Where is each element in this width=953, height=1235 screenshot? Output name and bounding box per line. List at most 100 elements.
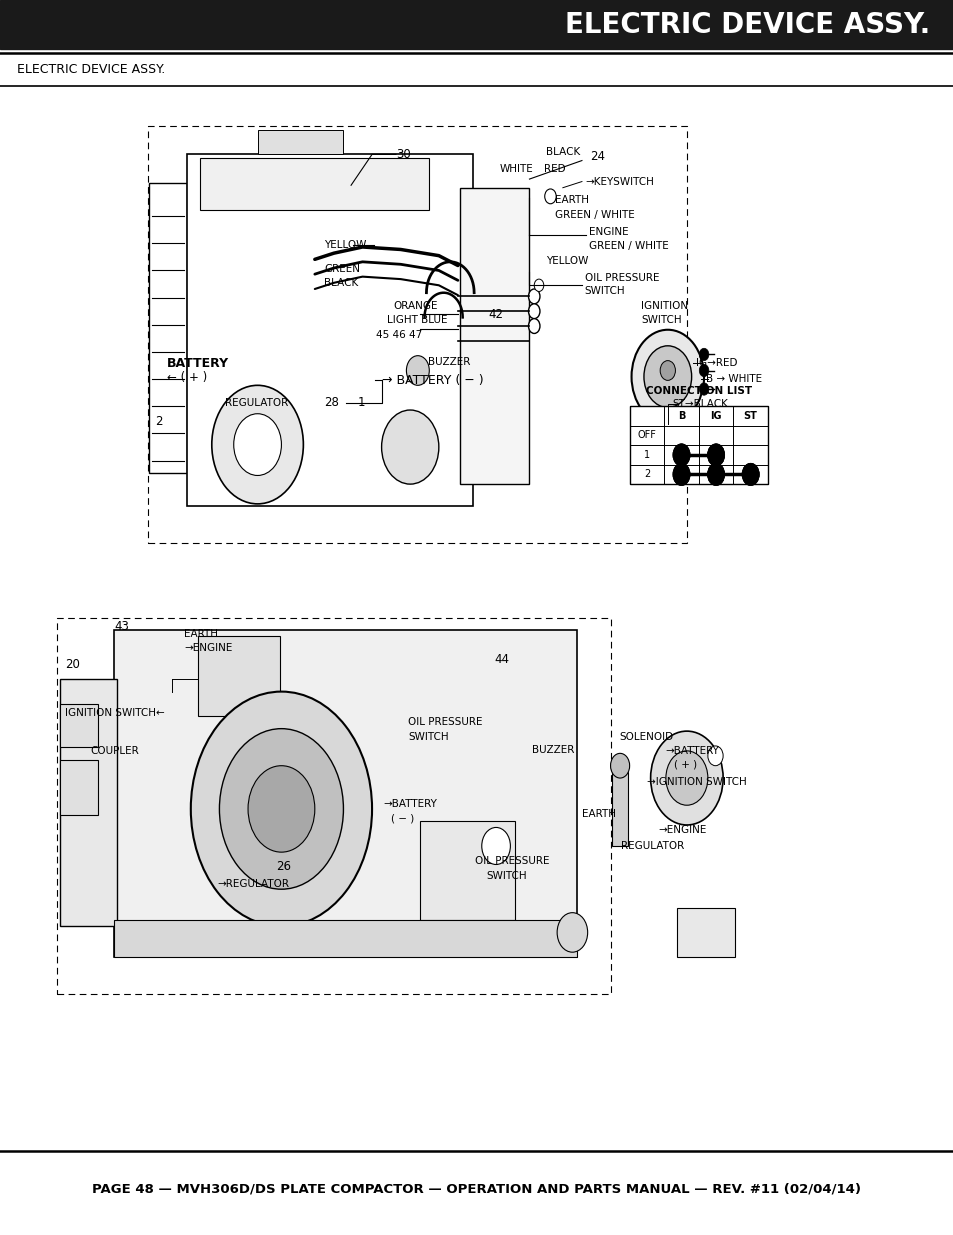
Text: ( − ): ( − ) [391, 814, 414, 824]
Text: BUZZER: BUZZER [532, 745, 574, 755]
Text: 45 46 47: 45 46 47 [375, 330, 421, 340]
Bar [198, 636, 279, 716]
Bar [149, 183, 187, 473]
Bar [60, 679, 117, 926]
Circle shape [528, 319, 539, 333]
Circle shape [699, 364, 708, 377]
Text: ST→BLACK: ST→BLACK [672, 399, 728, 409]
Circle shape [707, 443, 724, 466]
Circle shape [699, 383, 708, 395]
Circle shape [707, 463, 724, 485]
Text: GREEN / WHITE: GREEN / WHITE [588, 241, 668, 251]
Circle shape [672, 443, 689, 466]
Bar [148, 126, 686, 543]
Circle shape [528, 289, 539, 304]
Text: 1: 1 [357, 396, 365, 409]
Bar [0, 0, 953, 49]
Text: ORANGE: ORANGE [393, 301, 437, 311]
Circle shape [699, 348, 708, 361]
Bar [459, 188, 529, 484]
Circle shape [610, 753, 629, 778]
Text: 2: 2 [155, 415, 163, 427]
Circle shape [481, 827, 510, 864]
Circle shape [672, 463, 689, 485]
Circle shape [672, 463, 689, 485]
Text: →IGNITION SWITCH: →IGNITION SWITCH [646, 777, 746, 787]
Text: SWITCH: SWITCH [584, 287, 625, 296]
Text: SWITCH: SWITCH [640, 315, 681, 325]
Text: →BATTERY: →BATTERY [383, 799, 436, 809]
Text: ELECTRIC DEVICE ASSY.: ELECTRIC DEVICE ASSY. [17, 63, 165, 75]
Text: PAGE 48 — MVH306D/DS PLATE COMPACTOR — OPERATION AND PARTS MANUAL — REV. #11 (02: PAGE 48 — MVH306D/DS PLATE COMPACTOR — O… [92, 1183, 861, 1195]
Bar [629, 406, 767, 484]
Text: 24: 24 [590, 151, 605, 163]
Text: SOLENOID: SOLENOID [618, 732, 673, 742]
Text: GREEN / WHITE: GREEN / WHITE [555, 210, 635, 220]
Text: OIL PRESSURE: OIL PRESSURE [408, 718, 482, 727]
Text: SWITCH: SWITCH [408, 732, 449, 742]
Text: REGULATOR: REGULATOR [225, 398, 288, 408]
Text: ST: ST [743, 411, 757, 421]
Text: EARTH: EARTH [555, 195, 589, 205]
Text: OFF: OFF [637, 431, 656, 441]
Circle shape [219, 729, 343, 889]
Text: →ENGINE: →ENGINE [658, 825, 706, 835]
Text: GREEN: GREEN [324, 264, 360, 274]
Circle shape [707, 463, 724, 485]
Text: ENGINE: ENGINE [588, 227, 628, 237]
Circle shape [631, 330, 703, 424]
Bar [60, 760, 98, 815]
Circle shape [191, 692, 372, 926]
Circle shape [381, 410, 438, 484]
Text: 43: 43 [114, 620, 130, 632]
Text: WHITE: WHITE [499, 164, 533, 174]
Circle shape [741, 463, 759, 485]
Circle shape [233, 414, 281, 475]
Text: 2: 2 [643, 469, 649, 479]
Text: IG→RED: IG→RED [696, 358, 738, 368]
Text: 30: 30 [395, 148, 410, 161]
Circle shape [707, 443, 724, 466]
Text: B: B [678, 411, 684, 421]
Bar [677, 908, 734, 957]
Bar [187, 154, 473, 506]
Bar [114, 630, 577, 957]
Circle shape [650, 731, 722, 825]
Text: OIL PRESSURE: OIL PRESSURE [584, 273, 659, 283]
Circle shape [707, 746, 722, 766]
Circle shape [534, 279, 543, 291]
Text: ( + ): ( + ) [674, 760, 697, 769]
Text: YELLOW: YELLOW [324, 240, 366, 249]
Text: COUPLER: COUPLER [91, 746, 139, 756]
Bar [60, 704, 98, 747]
Text: YELLOW: YELLOW [545, 256, 587, 266]
Text: BUZZER: BUZZER [428, 357, 470, 367]
Text: EARTH: EARTH [581, 809, 616, 819]
Bar [419, 821, 515, 920]
Text: B → WHITE: B → WHITE [705, 374, 761, 384]
Text: →BATTERY: →BATTERY [664, 746, 718, 756]
Text: → BATTERY ( − ): → BATTERY ( − ) [381, 374, 483, 387]
Text: LIGHT BLUE: LIGHT BLUE [387, 315, 447, 325]
Text: IG: IG [710, 411, 721, 421]
Bar [612, 772, 627, 846]
Circle shape [544, 189, 556, 204]
Bar [257, 130, 343, 154]
Circle shape [406, 356, 429, 385]
Bar [57, 618, 610, 994]
Text: →REGULATOR: →REGULATOR [217, 879, 289, 889]
Text: REGULATOR: REGULATOR [620, 841, 683, 851]
Text: EARTH: EARTH [184, 629, 218, 638]
Text: IGNITION: IGNITION [640, 301, 687, 311]
Text: 1: 1 [643, 450, 649, 459]
Circle shape [212, 385, 303, 504]
Text: 42: 42 [488, 309, 503, 321]
Text: ELECTRIC DEVICE ASSY.: ELECTRIC DEVICE ASSY. [564, 11, 929, 38]
Text: BLACK: BLACK [324, 278, 358, 288]
Circle shape [741, 463, 759, 485]
Circle shape [557, 913, 587, 952]
Circle shape [665, 751, 707, 805]
Circle shape [659, 361, 675, 380]
Circle shape [248, 766, 314, 852]
Text: 26: 26 [275, 861, 291, 873]
